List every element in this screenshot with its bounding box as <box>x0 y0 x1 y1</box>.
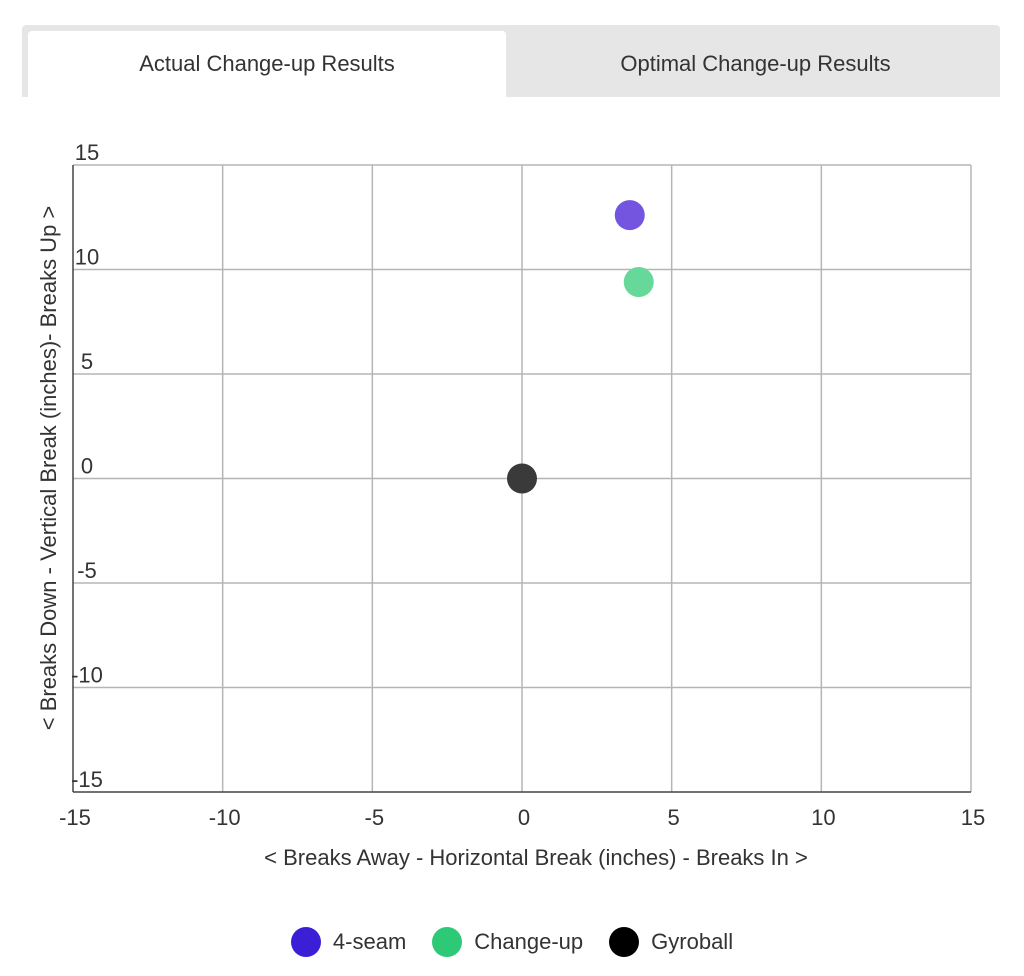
data-point-gyroball[interactable] <box>507 463 537 494</box>
chart-grid <box>72 164 972 793</box>
legend-label: Gyroball <box>651 929 734 954</box>
legend-label: Change-up <box>474 929 584 954</box>
y-tick-label: -15 <box>71 767 103 792</box>
legend-label: 4-seam <box>332 929 407 954</box>
y-tick-label: 5 <box>81 349 93 374</box>
x-tick-label: -10 <box>209 805 241 830</box>
legend-swatch <box>290 927 321 957</box>
x-tick-label: 0 <box>518 805 530 830</box>
chart-legend: 4-seam Change-up Gyroball <box>0 922 1024 962</box>
data-point-4-seam[interactable] <box>614 200 645 231</box>
x-tick-label: 15 <box>961 805 985 830</box>
x-tick-label: 5 <box>668 805 680 830</box>
y-tick-label: -5 <box>77 558 97 583</box>
y-axis-label: < Breaks Down - Vertical Break (inches)-… <box>36 206 61 731</box>
legend-item-4-seam[interactable]: 4-seam <box>290 927 407 957</box>
tab-optimal-change-up-results[interactable]: Optimal Change-up Results <box>511 31 1000 97</box>
x-axis-ticks: -15 -10 -5 0 5 10 15 <box>59 805 985 830</box>
y-tick-label: -10 <box>71 663 103 688</box>
chart-tabs: Actual Change-up Results Optimal Change-… <box>22 25 1000 97</box>
y-tick-label: 0 <box>81 454 93 479</box>
y-tick-label: 15 <box>75 140 99 165</box>
data-point-change-up[interactable] <box>623 267 654 298</box>
x-tick-label: 10 <box>811 805 835 830</box>
x-tick-label: -5 <box>365 805 385 830</box>
x-tick-label: -15 <box>59 805 91 830</box>
tab-label: Optimal Change-up Results <box>620 51 891 76</box>
y-tick-label: 10 <box>75 245 99 270</box>
legend-item-change-up[interactable]: Change-up <box>432 927 583 957</box>
legend-item-gyroball[interactable]: Gyroball <box>609 927 733 957</box>
legend-swatch <box>609 927 640 957</box>
y-axis-ticks: 15 10 5 0 -5 -10 -15 <box>71 140 103 792</box>
data-points <box>507 200 654 494</box>
x-axis-label: < Breaks Away - Horizontal Break (inches… <box>264 845 808 870</box>
scatter-chart: -15 -10 -5 0 5 10 15 15 10 5 0 -5 -10 -15 < Breaks A… <box>36 140 985 870</box>
tab-actual-change-up-results[interactable]: Actual Change-up Results <box>28 31 506 97</box>
tab-label: Actual Change-up Results <box>139 51 395 76</box>
legend-swatch <box>432 927 463 957</box>
